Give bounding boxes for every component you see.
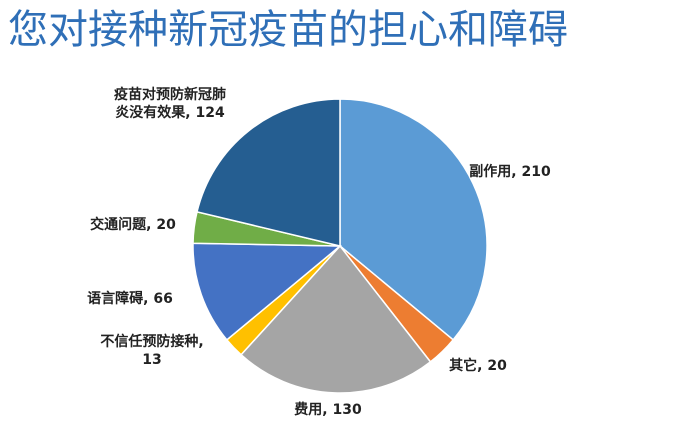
pie-label-7: 疫苗对预防新冠肺炎没有效果, 124: [114, 86, 226, 121]
pie-labels: 副作用, 210 其它, 20 费用, 130 不信任预防接种, 13 语言障碍, 66 交…: [87, 86, 551, 418]
pie-label-7-line-1: 疫苗对预防新冠肺: [114, 86, 226, 103]
pie-slice-3: [240, 244, 432, 394]
pie-label-7-line-2: 炎没有效果, 124: [115, 104, 225, 121]
pie-label-2: 其它, 20: [449, 357, 507, 374]
pie-label-4-line-2: 13: [142, 352, 161, 368]
chart-title: 您对接种新冠疫苗的担心和障碍: [8, 7, 568, 53]
pie-label-4-line-1: 不信任预防接种,: [100, 333, 203, 350]
pie-slices: [192, 98, 488, 394]
pie-label-4: 不信任预防接种, 13: [100, 333, 203, 368]
pie-label-6: 交通问题, 20: [90, 216, 176, 233]
pie-slice-1: [339, 98, 488, 341]
pie-slice-7: [196, 98, 341, 247]
pie-slice-5: [192, 242, 343, 341]
pie-label-5: 语言障碍, 66: [87, 290, 173, 307]
pie-label-1: 副作用, 210: [469, 163, 551, 180]
pie-label-3: 费用, 130: [294, 401, 362, 418]
